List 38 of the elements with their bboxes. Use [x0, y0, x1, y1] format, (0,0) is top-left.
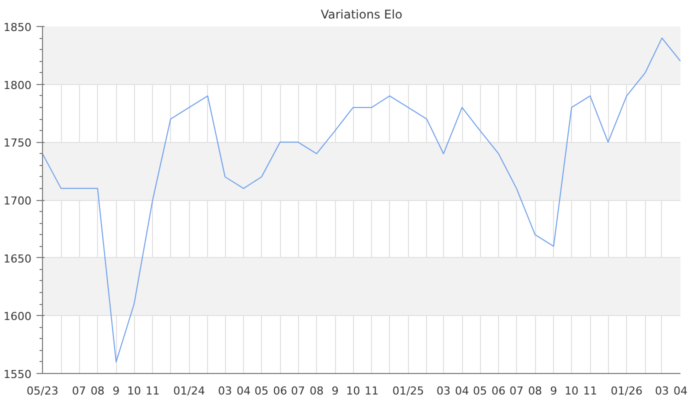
y-tick-label: 1750: [4, 136, 32, 150]
y-tick-label: 1650: [4, 252, 32, 266]
x-tick-label: 03: [218, 384, 232, 398]
x-tick-label: 10: [564, 384, 579, 398]
x-tick-label: 01/26: [610, 384, 642, 398]
x-tick-label: 11: [583, 384, 598, 398]
x-tick-label: 03: [436, 384, 450, 398]
y-tick-label: 1600: [4, 310, 32, 324]
x-tick-label: 08: [90, 384, 105, 398]
line-series: [42, 38, 680, 362]
y-tick-label: 1550: [4, 368, 32, 381]
x-tick-label: 05: [254, 384, 269, 398]
x-tick-label: 05/23: [26, 384, 58, 398]
y-tick-label: 1850: [4, 21, 32, 34]
x-tick-label: 10: [127, 384, 142, 398]
x-tick-label: 11: [364, 384, 379, 398]
x-tick-label: 04: [674, 384, 688, 398]
x-tick-label: 11: [146, 384, 160, 398]
x-tick-label: 08: [528, 384, 542, 398]
x-tick-label: 01/24: [173, 384, 205, 398]
x-tick-label: 10: [346, 384, 360, 398]
y-tick-label: 1800: [4, 78, 32, 92]
x-tick-label: 06: [273, 384, 288, 398]
x-tick-label: 9: [550, 384, 558, 398]
x-tick-label: 07: [291, 384, 306, 398]
x-tick-label: 04: [455, 384, 470, 398]
x-tick-label: 05: [473, 384, 488, 398]
x-tick-label: 01/25: [392, 384, 424, 398]
x-tick-label: 07: [510, 384, 524, 398]
x-tick-label: 04: [236, 384, 251, 398]
x-tick-label: 9: [112, 384, 120, 398]
chart-title: Variations Elo: [320, 8, 402, 22]
x-tick-label: 07: [72, 384, 86, 398]
x-tick-label: 9: [332, 384, 339, 398]
x-tick-label: 03: [654, 384, 669, 398]
x-tick-label: 06: [492, 384, 506, 398]
y-tick-label: 1700: [4, 194, 32, 208]
x-tick-label: 08: [310, 384, 324, 398]
